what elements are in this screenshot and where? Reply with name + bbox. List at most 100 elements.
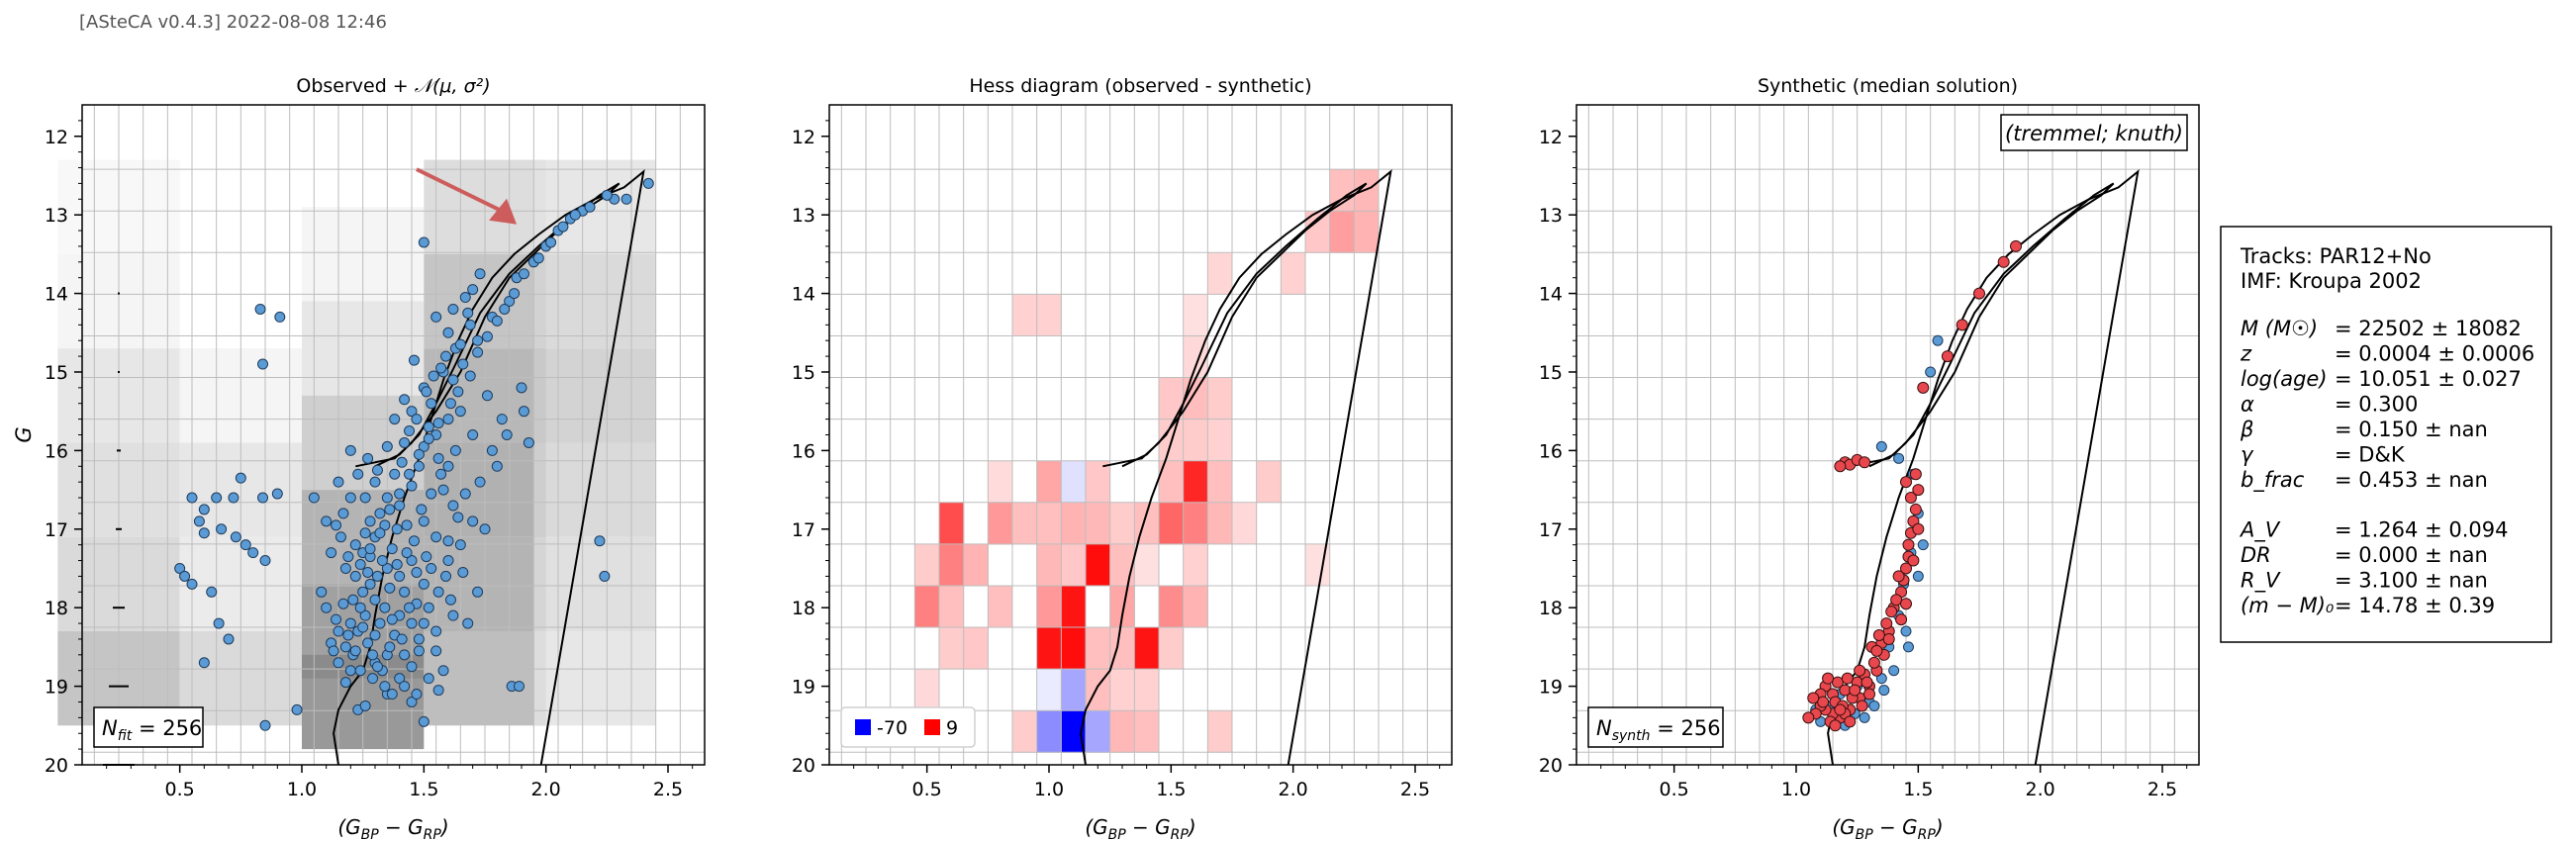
observed-star-point bbox=[418, 440, 429, 452]
y-tick-label: 12 bbox=[45, 127, 68, 148]
hess-cell bbox=[1036, 585, 1062, 628]
observed-star-point bbox=[401, 519, 413, 531]
observed-star-point bbox=[352, 468, 364, 480]
observed-star-point bbox=[423, 432, 434, 444]
observed-star-point bbox=[418, 617, 429, 629]
parameter-value: = 1.264 ± 0.094 bbox=[2335, 518, 2508, 542]
synthetic-binary-point bbox=[1841, 672, 1854, 685]
synthetic-binary-point bbox=[1909, 503, 1922, 515]
hess-cell bbox=[914, 585, 940, 628]
synthetic-binary-point bbox=[1834, 460, 1847, 473]
observed-star-point bbox=[599, 570, 611, 582]
observed-star-point bbox=[467, 429, 479, 440]
x-axis-label: (GBP − GRP) bbox=[1085, 815, 1195, 841]
hess-cell bbox=[1183, 585, 1208, 628]
synthetic-binary-point bbox=[1973, 287, 1985, 300]
observed-star-point bbox=[432, 452, 444, 464]
observed-star-point bbox=[457, 566, 469, 578]
y-tick-label: 14 bbox=[792, 284, 815, 306]
observed-star-point bbox=[462, 307, 474, 319]
observed-star-point bbox=[472, 586, 484, 598]
observed-star-point bbox=[467, 284, 479, 296]
parameter-name: γ bbox=[2241, 443, 2254, 467]
observed-star-point bbox=[394, 673, 406, 685]
imf-label: IMF: Kroupa 2002 bbox=[2241, 269, 2422, 293]
x-tick-label: 1.5 bbox=[409, 779, 438, 800]
observed-star-point bbox=[333, 476, 344, 488]
observed-star-point bbox=[211, 492, 223, 504]
hess-cell bbox=[1232, 502, 1258, 545]
isochrone-loop bbox=[1102, 182, 1368, 468]
y-tick-label: 20 bbox=[792, 755, 815, 777]
x-tick-label: 2.5 bbox=[653, 779, 683, 800]
observed-star-point bbox=[316, 586, 328, 598]
observed-star-point bbox=[454, 338, 466, 350]
observed-star-point bbox=[401, 547, 413, 559]
y-tick-label: 14 bbox=[45, 284, 68, 306]
parameters-frame bbox=[2220, 226, 2552, 643]
hess-cell bbox=[1036, 460, 1062, 504]
observed-star-point bbox=[496, 414, 508, 425]
x-tick-label: 2.0 bbox=[531, 779, 561, 800]
parameter-name: (m − M)₀ bbox=[2241, 594, 2335, 617]
synthetic-single-point bbox=[1902, 641, 1914, 653]
density-bin bbox=[533, 536, 656, 632]
synthetic-binary-point bbox=[1872, 628, 1885, 641]
hess-cell bbox=[1036, 502, 1062, 545]
panel-synthetic: 0.5 1.0 1.5 2.0 2.5 12 13 14 15 16 17 18 19 20 Synthet… bbox=[1539, 75, 2200, 841]
hess-cell bbox=[1159, 627, 1185, 670]
observed-star-point bbox=[399, 681, 411, 693]
hess-cell bbox=[1207, 460, 1233, 504]
observed-star-point bbox=[418, 715, 429, 727]
density-bin bbox=[533, 631, 656, 726]
y-tick-label: 12 bbox=[792, 127, 815, 148]
panel-title: Hess diagram (observed - synthetic) bbox=[969, 75, 1311, 97]
observed-star-point bbox=[396, 633, 408, 645]
y-tick-label: 20 bbox=[45, 755, 68, 777]
observed-star-point bbox=[408, 354, 420, 366]
y-tick-label: 18 bbox=[1539, 598, 1563, 619]
hess-cell bbox=[1109, 543, 1135, 587]
hess-cell bbox=[1061, 502, 1087, 545]
synthetic-binary-point bbox=[1941, 350, 1954, 363]
x-tick-label: 0.5 bbox=[165, 779, 195, 800]
y-tick-label: 15 bbox=[1539, 362, 1563, 384]
hess-cell bbox=[939, 502, 965, 545]
hess-cell bbox=[1036, 294, 1062, 336]
observed-star-point bbox=[457, 358, 469, 370]
observed-star-point bbox=[428, 370, 439, 382]
observed-star-point bbox=[362, 566, 374, 578]
observed-star-point bbox=[426, 488, 437, 500]
synthetic-single-point bbox=[1888, 665, 1900, 677]
observed-star-point bbox=[354, 559, 366, 571]
observed-star-point bbox=[426, 562, 437, 574]
y-tick-label: 16 bbox=[45, 440, 68, 462]
hess-cell bbox=[1061, 627, 1087, 670]
observed-star-point bbox=[444, 594, 456, 606]
method-label: (tremmel; knuth) bbox=[2005, 122, 2183, 145]
observed-star-point bbox=[474, 476, 486, 488]
observed-star-point bbox=[442, 327, 454, 338]
observed-star-point bbox=[509, 288, 521, 300]
hess-cell bbox=[988, 585, 1013, 628]
observed-star-point bbox=[437, 484, 449, 496]
arrow-shaft bbox=[416, 167, 506, 215]
observed-star-point bbox=[254, 303, 266, 315]
observed-star-point bbox=[198, 504, 210, 515]
observed-star-point bbox=[404, 602, 416, 613]
hess-cell bbox=[1086, 543, 1111, 587]
observed-star-point bbox=[331, 613, 342, 625]
observed-star-point bbox=[376, 555, 388, 567]
observed-star-point bbox=[379, 602, 391, 613]
observed-star-point bbox=[362, 637, 374, 649]
observed-star-point bbox=[459, 292, 471, 304]
observed-star-point bbox=[394, 500, 406, 512]
parameter-value: = 14.78 ± 0.39 bbox=[2335, 594, 2495, 617]
observed-star-point bbox=[339, 562, 351, 574]
observed-star-point bbox=[344, 444, 356, 456]
observed-star-point bbox=[447, 374, 459, 386]
parameter-value: = 22502 ± 18082 bbox=[2335, 317, 2522, 340]
observed-star-point bbox=[331, 519, 342, 531]
observed-star-point bbox=[339, 677, 351, 689]
density-bin bbox=[533, 253, 656, 349]
